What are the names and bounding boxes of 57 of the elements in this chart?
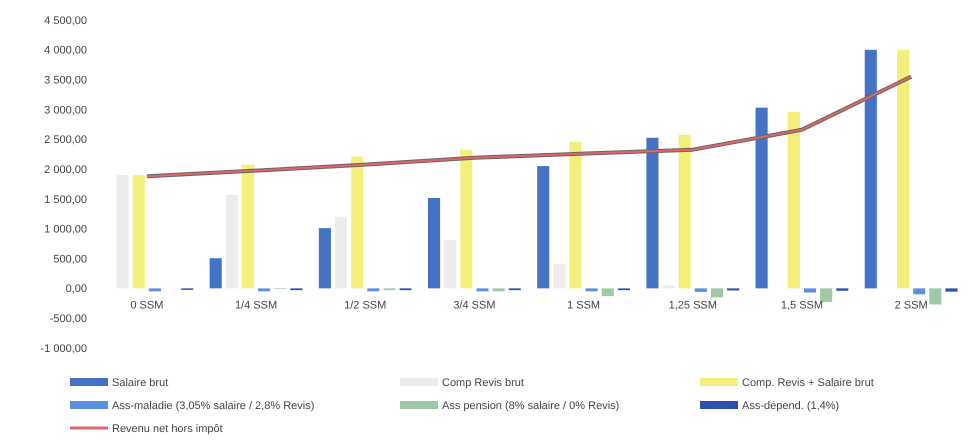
legend-label: Revenu net hors impôt	[112, 422, 223, 435]
bar	[242, 164, 254, 288]
bar	[428, 198, 440, 288]
bar	[756, 108, 768, 288]
y-tick-label: 3 500,00	[44, 74, 87, 86]
y-tick-label: 2 500,00	[44, 134, 87, 146]
y-tick-label: 3 000,00	[44, 104, 87, 116]
legend-label: Salaire brut	[112, 376, 168, 389]
x-tick-label: 1,25 SSM	[668, 299, 717, 312]
legend-label: Ass-dépend. (1,4%)	[742, 400, 840, 412]
bar	[569, 142, 582, 288]
legend-label: Comp. Revis + Salaire brut	[742, 376, 874, 389]
y-tick-label: 2 000,00	[44, 164, 87, 176]
bar	[148, 288, 161, 292]
bar	[913, 288, 926, 294]
x-tick-label: 0 SSM	[130, 299, 164, 312]
bar	[602, 288, 614, 296]
x-tick-label: 2 SSM	[894, 299, 928, 312]
bar	[897, 50, 910, 288]
y-tick-label: 1 000,00	[44, 224, 87, 236]
bar	[476, 288, 489, 292]
bar	[351, 156, 364, 288]
x-tick-label: 1 SSM	[567, 299, 600, 312]
y-tick-label: 500,00	[53, 253, 87, 266]
bar	[710, 288, 724, 298]
bar	[804, 288, 816, 293]
y-tick-label: 1 500,00	[44, 194, 87, 206]
y-tick-label: -500,00	[50, 313, 87, 326]
bar	[132, 175, 145, 288]
bar	[864, 50, 877, 288]
legend-label: Comp Revis brut	[442, 376, 524, 389]
bar	[788, 112, 800, 288]
legend-label: Ass-maladie (3,05% salaire / 2,8% Revis)	[112, 400, 314, 412]
bar	[646, 138, 658, 288]
bar	[460, 150, 472, 288]
bar	[929, 288, 942, 304]
y-tick-label: 0,00	[66, 283, 87, 296]
bar	[318, 228, 331, 288]
bar	[210, 258, 222, 288]
line-series	[144, 74, 914, 178]
bar	[694, 288, 707, 292]
y-tick-label: 4 000,00	[44, 44, 87, 57]
x-tick-label: 1,5 SSM	[780, 299, 824, 312]
bar	[492, 288, 505, 292]
x-tick-label: 1/2 SSM	[344, 299, 386, 312]
bar	[367, 288, 380, 292]
y-tick-label: -1 000,00	[40, 342, 87, 355]
bar	[678, 134, 691, 288]
legend-label: Ass pension (8% salaire / 0% Revis)	[442, 400, 620, 412]
y-tick-label: 4 500,00	[44, 14, 87, 27]
bar	[820, 288, 832, 302]
x-tick-label: 1/4 SSM	[234, 299, 278, 312]
bar	[258, 288, 270, 292]
bar	[945, 288, 958, 292]
x-tick-label: 3/4 SSM	[453, 299, 496, 312]
bar	[537, 166, 550, 288]
bar	[586, 288, 598, 292]
